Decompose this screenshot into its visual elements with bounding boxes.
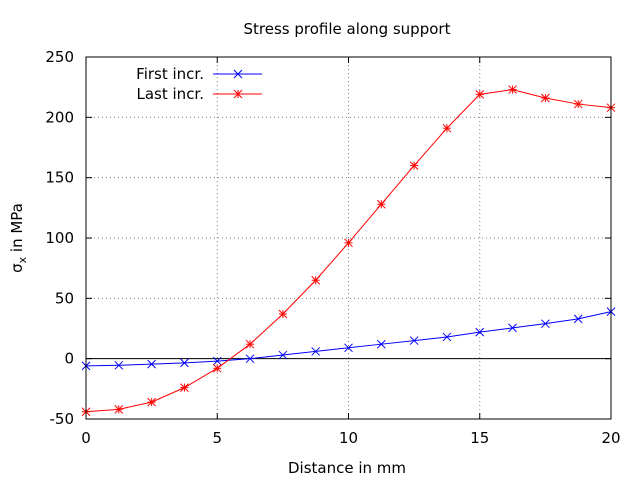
marker-stroke [376, 339, 386, 349]
data-point [541, 319, 550, 329]
data-point [376, 199, 386, 209]
y-tick-label: 250 [45, 48, 74, 66]
marker-stroke [180, 358, 189, 368]
data-point [541, 93, 550, 103]
marker-stroke [442, 332, 452, 342]
x-tick-label: 5 [212, 429, 222, 447]
data-point [212, 356, 222, 366]
data-point [114, 360, 124, 370]
data-point [409, 336, 419, 345]
marker-stroke [541, 319, 550, 329]
marker-stroke [147, 359, 156, 369]
legend-marker [233, 89, 243, 99]
data-point [147, 397, 156, 407]
data-point [114, 404, 124, 414]
x-tick-label: 15 [470, 429, 489, 447]
series-layer [81, 85, 616, 417]
x-tick-label: 20 [601, 429, 620, 447]
data-point [508, 323, 517, 333]
y-tick-label: 100 [45, 229, 74, 247]
data-point [442, 332, 452, 342]
y-axis-title: σx in MPa [8, 203, 29, 273]
data-point [344, 343, 353, 353]
x-tick-label: 0 [81, 429, 91, 447]
marker-stroke [212, 356, 222, 366]
marker-stroke [245, 354, 255, 364]
marker-stroke [278, 350, 288, 360]
data-point [573, 99, 583, 109]
data-point [409, 161, 419, 170]
data-point [278, 350, 288, 360]
data-point [475, 327, 485, 337]
y-axis-title-unit: in MPa [8, 203, 26, 257]
legend-label: First incr. [136, 65, 204, 83]
data-point [245, 354, 255, 364]
data-point [311, 275, 321, 285]
data-point [245, 339, 255, 349]
data-point [475, 90, 485, 99]
marker-stroke [311, 347, 321, 356]
legend-item-2: Last incr. [137, 85, 262, 103]
axis-ticks: 0 5 10 15 20 -50 0 50 100 150 200 250 [45, 48, 620, 447]
data-point [212, 363, 222, 373]
data-point [147, 359, 156, 369]
data-point [180, 383, 189, 392]
legend-marker [233, 69, 243, 79]
data-point [278, 309, 288, 319]
y-tick-label: 0 [64, 350, 74, 368]
data-point [180, 358, 189, 368]
marker-stroke [114, 360, 124, 370]
legend-label: Last incr. [137, 85, 205, 103]
data-point [508, 85, 517, 94]
y-axis-title-subscript: x [16, 256, 29, 263]
marker-stroke [508, 323, 517, 333]
y-axis-title-sigma: σ [8, 263, 26, 273]
y-tick-label: -50 [50, 410, 75, 428]
chart-title: Stress profile along support [244, 20, 451, 38]
data-point [344, 238, 353, 248]
x-axis-title: Distance in mm [288, 459, 406, 477]
marker-stroke [409, 336, 419, 345]
data-point [311, 347, 321, 356]
marker-stroke [233, 69, 243, 79]
data-point [442, 123, 452, 133]
marker-stroke [475, 327, 485, 337]
y-tick-label: 150 [45, 169, 74, 187]
grid-lines [86, 57, 611, 419]
legend-item-1: First incr. [136, 65, 262, 83]
legend: First incr. Last incr. [136, 65, 262, 103]
y-tick-label: 200 [45, 108, 74, 126]
x-tick-label: 10 [339, 429, 358, 447]
marker-stroke [573, 314, 583, 324]
series-2 [81, 85, 616, 417]
y-tick-label: 50 [55, 289, 74, 307]
data-point [376, 339, 386, 349]
marker-stroke [344, 343, 353, 353]
data-point [573, 314, 583, 324]
series-1 [81, 307, 616, 371]
